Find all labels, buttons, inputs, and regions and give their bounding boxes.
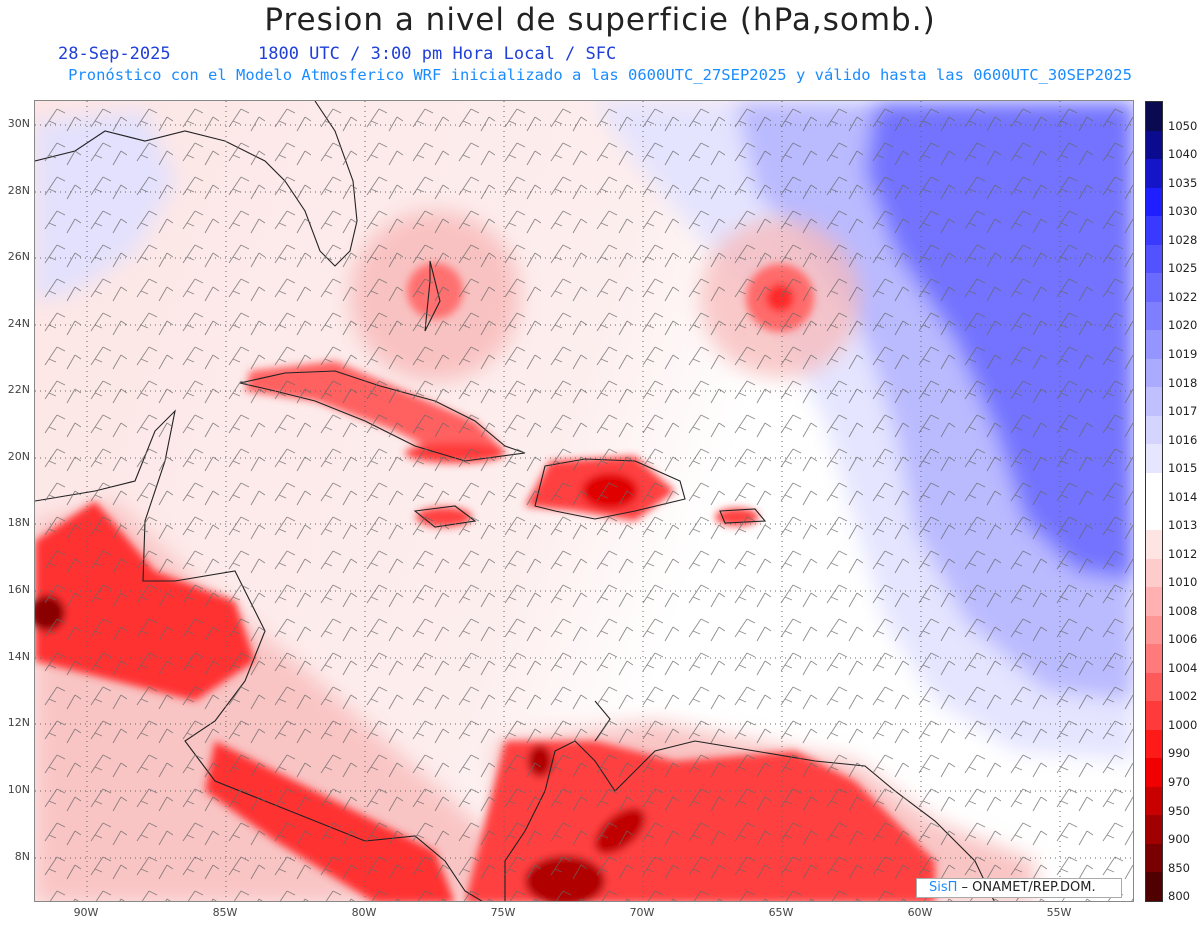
lon-label: 65W [768,906,794,919]
colorbar-label: 1000 [1168,717,1198,732]
colorbar-label: 1022 [1168,289,1198,304]
colorbar-segment [1146,216,1162,246]
colorbar-label: 1050 [1168,118,1198,133]
pressure-map-canvas [35,101,1133,901]
lat-label: 26N [7,250,30,263]
lat-label: 10N [7,783,30,796]
lat-label: 14N [7,650,30,663]
colorbar-label: 1040 [1168,147,1198,162]
lon-label: 75W [490,906,516,919]
colorbar-label: 1012 [1168,546,1198,561]
lat-label: 24N [7,317,30,330]
colorbar-segment [1146,358,1162,388]
colorbar-label: 970 [1168,775,1190,789]
colorbar-label: 1030 [1168,204,1198,219]
colorbar-label: 1035 [1168,175,1198,190]
colorbar-segment [1146,615,1162,645]
colorbar-label: 1028 [1168,232,1198,247]
colorbar-label: 1016 [1168,432,1198,447]
lat-label: 16N [7,583,30,596]
colorbar-segment [1146,815,1162,845]
colorbar-segment [1146,501,1162,531]
credit-text: – ONAMET/REP.DOM. [957,880,1096,895]
forecast-date: 28-Sep-2025 [58,44,171,64]
colorbar-segment [1146,130,1162,160]
credit-brand: SisΠ [929,880,958,895]
map-title: Presion a nivel de superficie (hPa,somb.… [264,2,936,38]
colorbar-label: 1015 [1168,461,1198,476]
colorbar-label: 1018 [1168,375,1198,390]
colorbar-segment [1146,758,1162,788]
colorbar-segment [1146,444,1162,474]
colorbar-label: 1002 [1168,689,1198,704]
lat-label: 22N [7,383,30,396]
colorbar-segment [1146,415,1162,445]
graticule [35,101,1133,901]
pressure-colorbar [1145,101,1163,902]
colorbar-segment [1146,786,1162,816]
colorbar-segment [1146,672,1162,702]
colorbar-segment [1146,187,1162,217]
colorbar-segment [1146,530,1162,560]
pressure-map [34,100,1134,902]
colorbar-segment [1146,872,1162,902]
forecast-model-info: Pronóstico con el Modelo Atmosferico WRF… [68,66,1132,84]
lon-label: 60W [907,906,933,919]
colorbar-label: 950 [1168,803,1190,818]
colorbar-segment [1146,843,1162,873]
colorbar-label: 1014 [1168,489,1198,504]
forecast-time: 1800 UTC / 3:00 pm Hora Local / SFC [258,44,617,64]
lon-label: 70W [629,906,655,919]
colorbar-segment [1146,330,1162,360]
colorbar-label: 1013 [1168,518,1198,533]
colorbar-label: 850 [1168,860,1190,875]
colorbar-segment [1146,159,1162,189]
colorbar-segment [1146,701,1162,731]
colorbar-segment [1146,244,1162,274]
colorbar-label: 1006 [1168,632,1198,647]
lat-label: 20N [7,450,30,463]
colorbar-label: 1008 [1168,603,1198,618]
colorbar-segment [1146,472,1162,502]
lon-label: 85W [212,906,238,919]
colorbar-label: 800 [1168,889,1190,904]
lat-label: 8N [14,850,30,863]
colorbar-label: 1004 [1168,660,1198,675]
lon-label: 55W [1046,906,1072,919]
colorbar-segment [1146,301,1162,331]
colorbar-segment [1146,729,1162,759]
lat-label: 28N [7,184,30,197]
colorbar-segment [1146,644,1162,674]
colorbar-segment [1146,587,1162,617]
lat-label: 18N [7,516,30,529]
credit-box: SisΠ – ONAMET/REP.DOM. [916,878,1122,898]
colorbar-segment [1146,273,1162,303]
colorbar-label: 1017 [1168,404,1198,419]
colorbar-label: 990 [1168,746,1190,761]
colorbar-label: 1020 [1168,318,1198,333]
colorbar-segment [1146,387,1162,417]
colorbar-label: 1025 [1168,261,1198,276]
colorbar-label: 900 [1168,832,1190,847]
colorbar-segment [1146,102,1162,132]
colorbar-label: 1010 [1168,575,1198,590]
lon-label: 90W [73,906,99,919]
lon-label: 80W [351,906,377,919]
lat-label: 12N [7,716,30,729]
lat-label: 30N [7,117,30,130]
colorbar-segment [1146,558,1162,588]
colorbar-label: 1019 [1168,346,1198,361]
